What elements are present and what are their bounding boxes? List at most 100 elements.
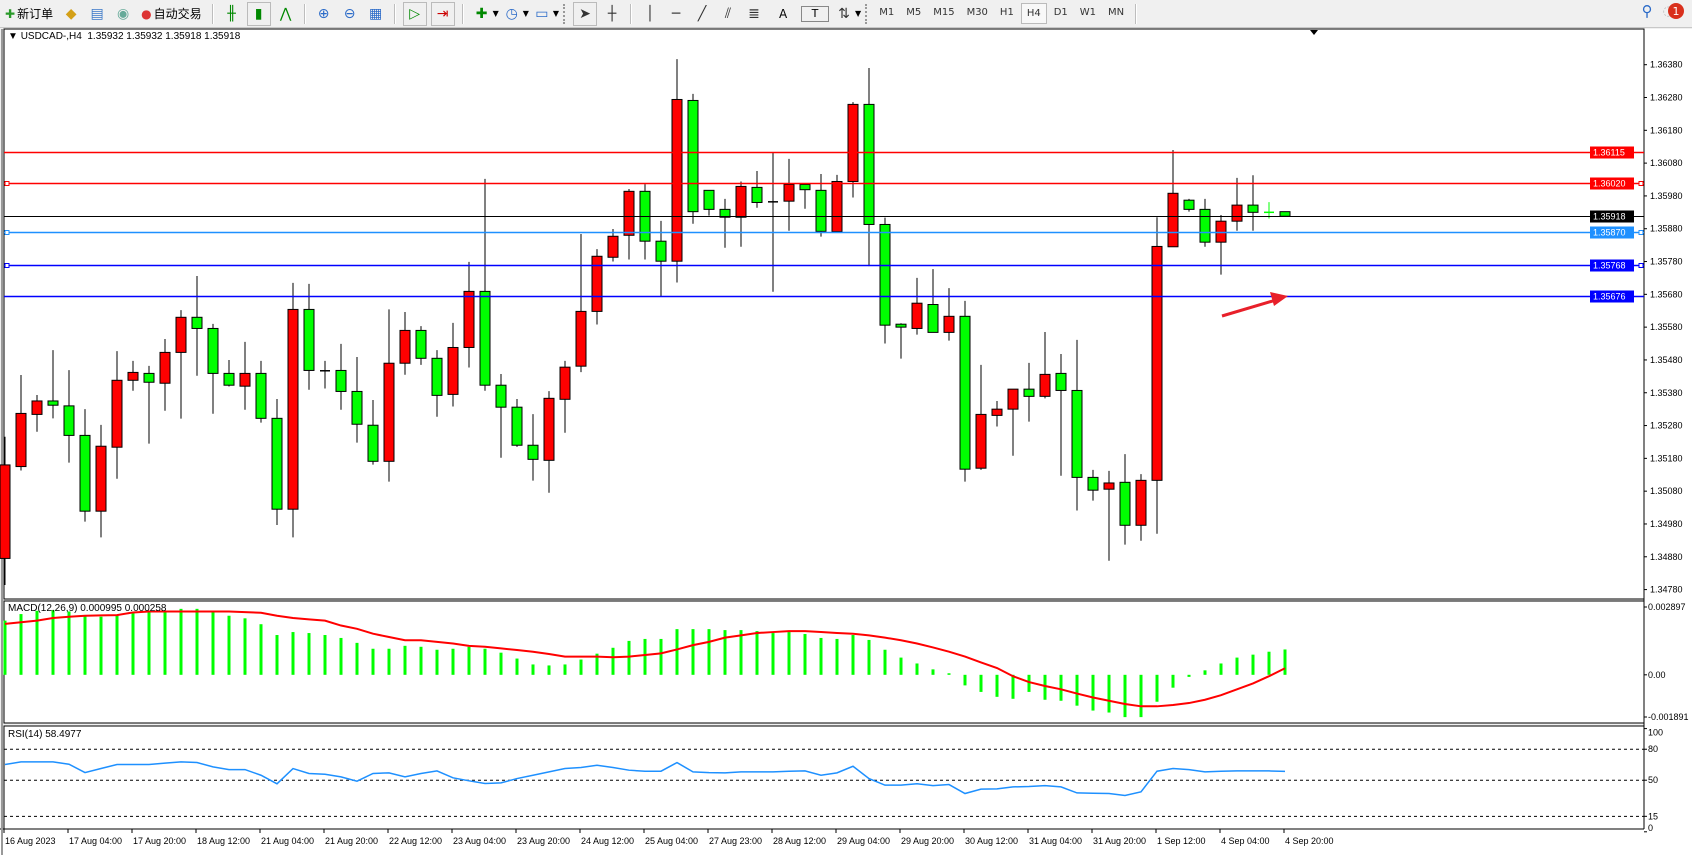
candle-body <box>1103 482 1115 490</box>
macd-histogram-bar <box>819 637 823 675</box>
text-tool-button[interactable]: A <box>778 6 788 21</box>
candle <box>831 174 843 233</box>
candle-body <box>735 185 747 218</box>
candle-body <box>1231 204 1243 222</box>
macd-histogram-bar <box>995 674 999 697</box>
candle <box>63 370 75 463</box>
candle-body <box>415 329 427 359</box>
notifications-button[interactable]: ◌1 <box>1663 3 1684 19</box>
candle-body <box>815 189 827 232</box>
candle-body <box>1071 389 1083 478</box>
candle-body <box>399 329 411 364</box>
chevron-down-icon[interactable]: ▼ <box>552 9 560 18</box>
timeframe-d1[interactable]: D1 <box>1053 7 1068 18</box>
tile-windows-icon[interactable]: ▦ <box>368 5 383 22</box>
equidistant-channel-icon[interactable]: ⫽ <box>724 5 732 22</box>
arrows-icon[interactable]: ⇅ <box>838 5 850 22</box>
timeframe-m1[interactable]: M1 <box>879 7 895 18</box>
candle <box>447 322 459 407</box>
macd-histogram-bar <box>131 612 135 675</box>
chart-shift-icon[interactable]: ⇥ <box>430 1 455 26</box>
macd-histogram-bar <box>515 658 519 675</box>
auto-trading-label: 自动交易 <box>153 7 202 21</box>
cursor-icon[interactable]: ➤ <box>573 1 598 26</box>
zoom-out-icon[interactable]: ⊖ <box>343 5 356 22</box>
candle <box>815 173 827 237</box>
chevron-down-icon[interactable]: ▼ <box>492 9 499 18</box>
vertical-line-icon[interactable]: │ <box>645 5 655 22</box>
market-watch-icon[interactable]: ▤ <box>90 5 104 22</box>
macd-tick-label: 0.002897 <box>1648 602 1686 612</box>
timeframe-mn[interactable]: MN <box>1108 7 1125 18</box>
candlestick-chart-icon[interactable]: ▮ <box>246 1 271 26</box>
candle <box>927 269 939 333</box>
time-tick-label: 30 Aug 12:00 <box>965 836 1018 846</box>
fibonacci-icon[interactable]: ≣ <box>748 5 760 22</box>
templates-icon[interactable]: ▭ <box>535 5 549 22</box>
macd-histogram-bar <box>355 642 359 675</box>
price-level-badge <box>1590 259 1634 272</box>
candle-body <box>1007 388 1019 410</box>
chevron-down-icon[interactable]: ▼ <box>855 9 862 18</box>
candle <box>1087 469 1099 501</box>
candle-body <box>559 366 571 400</box>
crosshair-icon[interactable]: ┼ <box>607 5 617 22</box>
candle <box>335 343 347 410</box>
line-chart-icon[interactable]: ⋀ <box>279 5 292 22</box>
candle-body <box>1023 388 1035 397</box>
candle-body <box>335 369 347 392</box>
candle-body <box>287 308 299 510</box>
candle-body <box>79 434 91 512</box>
candle-body <box>879 223 891 326</box>
price-tick-label: 1.36380 <box>1650 60 1683 70</box>
collapse-triangle-icon[interactable]: ▼ <box>8 31 18 42</box>
candle-body <box>431 357 443 396</box>
macd-histogram-bar <box>691 629 695 675</box>
periods-clock-icon[interactable]: ◷ <box>505 5 518 22</box>
macd-histogram-bar <box>931 669 935 675</box>
timeframe-m15[interactable]: M15 <box>933 7 955 18</box>
candle <box>271 398 283 525</box>
candle <box>383 309 395 482</box>
time-tick-label: 1 Sep 12:00 <box>1157 836 1206 846</box>
chevron-down-icon[interactable]: ▼ <box>522 9 529 18</box>
signals-icon[interactable]: ◉ <box>116 5 130 22</box>
trendline-icon[interactable]: ╱ <box>697 5 707 22</box>
divider <box>303 3 306 24</box>
horizontal-line-icon[interactable]: ─ <box>671 5 681 22</box>
candle-body <box>847 103 859 182</box>
zoom-in-icon[interactable]: ⊕ <box>317 5 330 22</box>
macd-histogram-bar <box>179 608 183 675</box>
timeframe-m5[interactable]: M5 <box>906 7 922 18</box>
toolbar-grip[interactable] <box>563 3 567 24</box>
timeframe-w1[interactable]: W1 <box>1079 7 1097 18</box>
candle-body <box>255 372 267 419</box>
bar-chart-icon[interactable]: ╫ <box>227 5 236 22</box>
gold-bar-icon[interactable]: ◆ <box>65 5 77 22</box>
toolbar-grip[interactable] <box>865 3 869 24</box>
timeframe-h1[interactable]: H1 <box>999 7 1014 18</box>
macd-histogram-bar <box>1219 663 1223 675</box>
level-handle <box>1638 230 1644 235</box>
candle <box>1247 175 1259 231</box>
candle <box>191 275 203 376</box>
candle <box>239 341 251 410</box>
candle <box>1199 198 1211 247</box>
auto-trading-button[interactable]: ● 自动交易 <box>138 3 205 25</box>
indicators-icon[interactable]: ✚ <box>475 5 488 22</box>
candles <box>0 59 1291 585</box>
timeframe-m30[interactable]: M30 <box>966 7 988 18</box>
price-tick-label: 1.35680 <box>1650 289 1683 299</box>
candle-body <box>463 290 475 348</box>
text-label-tool-button[interactable]: T <box>801 5 830 22</box>
search-icon[interactable]: ⚲ <box>1641 2 1653 20</box>
new-order-button[interactable]: ✚ 新订单 <box>2 3 56 25</box>
auto-scroll-icon[interactable]: ▷ <box>402 1 427 26</box>
macd-histogram-bar <box>835 638 839 675</box>
candle-body <box>1279 211 1291 217</box>
candle-body <box>1055 372 1067 391</box>
macd-histogram-bar <box>1203 670 1207 675</box>
candle-body <box>671 98 683 262</box>
timeframe-h4[interactable]: H4 <box>1020 3 1047 24</box>
